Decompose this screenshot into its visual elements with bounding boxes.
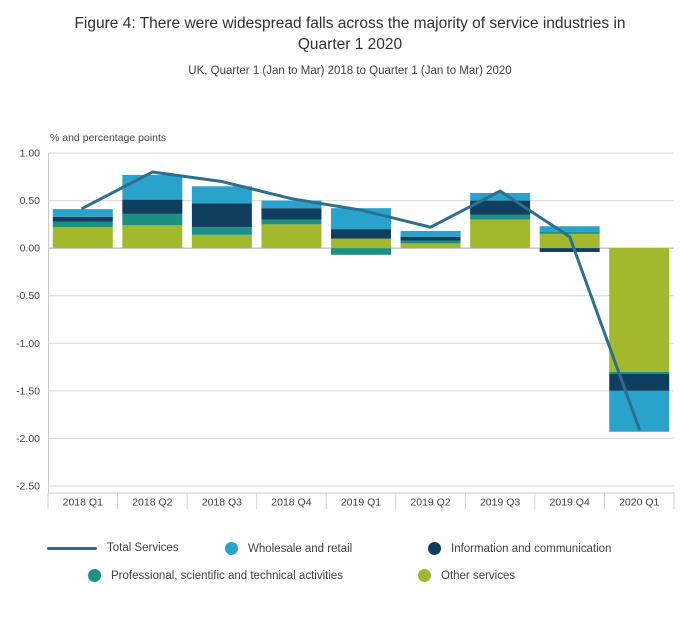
bar-segment-other (122, 225, 183, 249)
legend-item-professional-scientific: Professional, scientific and technical a… (88, 569, 343, 582)
bar-segment-professional (609, 371, 670, 374)
bar-segment-information (400, 236, 461, 241)
y-tick-label: -1.50 (16, 385, 40, 397)
y-tick-label: 0.00 (20, 243, 41, 255)
bar-segment-wholesale (122, 174, 183, 200)
other-services-dot-swatch (418, 569, 431, 582)
bar-segment-other (609, 248, 670, 372)
wholesale-retail-dot-swatch (225, 542, 238, 555)
bar-segment-information (609, 373, 670, 391)
bar-segment-professional (261, 219, 322, 225)
x-tick-label: 2019 Q1 (341, 497, 381, 509)
chart-subtitle: UK, Quarter 1 (Jan to Mar) 2018 to Quart… (188, 64, 512, 77)
bar-segment-professional (191, 227, 252, 235)
bar-segment-information (331, 229, 391, 239)
y-tick-label: 0.50 (20, 195, 41, 207)
legend-label-other-services: Other services (441, 569, 516, 582)
bar-segment-information (470, 200, 531, 215)
x-tick-label: 2018 Q1 (63, 497, 103, 509)
legend-label-professional-scientific: Professional, scientific and technical a… (111, 569, 344, 582)
x-tick-label: 2019 Q2 (410, 497, 450, 509)
bar-segment-other (261, 224, 322, 249)
bar-segment-professional (331, 248, 391, 255)
bar-segment-professional (470, 214, 531, 220)
bar-segment-information (539, 248, 600, 252)
x-tick-label: 2018 Q4 (271, 497, 311, 509)
bar-segment-other (470, 219, 531, 249)
legend-item-total-services: Total Services (47, 542, 179, 554)
y-tick-label: -2.00 (16, 433, 40, 445)
legend-label-wholesale-retail: Wholesale and retail (248, 542, 353, 555)
y-tick-label: -2.50 (16, 481, 40, 493)
chart-plot: 1.00 0.50 0.00 -0.50 -1.00 -1.50 -2.00 -2.50 201… (16, 148, 675, 509)
bar-segment-information (191, 203, 252, 228)
bar-segment-wholesale (191, 186, 252, 204)
total-services-line (81, 170, 641, 431)
bar-segment-wholesale (400, 231, 461, 237)
x-tick-label: 2018 Q3 (202, 497, 242, 509)
bar-segment-wholesale (539, 226, 600, 232)
bar-segment-other (191, 234, 252, 249)
bar-segment-information (122, 199, 183, 214)
y-tick-label: -0.50 (16, 290, 40, 302)
bar-segment-other (400, 243, 461, 249)
y-tick-label: 1.00 (20, 148, 41, 160)
bar-segment-information (52, 216, 113, 222)
bar-segment-professional (400, 240, 461, 244)
bar-segment-professional (52, 221, 113, 228)
bar-segment-wholesale (52, 209, 113, 217)
bar-segment-wholesale (470, 192, 531, 201)
bar-segment-wholesale (261, 200, 322, 209)
bar-segment-other (331, 238, 391, 249)
legend-item-wholesale-retail: Wholesale and retail (225, 542, 352, 555)
legend-label-information-communication: Information and communication (451, 542, 612, 555)
legend-label-total-services: Total Services (107, 542, 179, 554)
legend-item-other-services: Other services (418, 569, 515, 582)
bar-segment-information (261, 208, 322, 220)
chart-title: Figure 4: There were widespread falls ac… (74, 15, 626, 53)
bar-segment-other (52, 227, 113, 249)
x-tick-label: 2018 Q2 (132, 497, 172, 509)
bar-segment-professional (539, 231, 600, 234)
information-communication-dot-swatch (428, 542, 441, 555)
total-services-line-swatch (47, 546, 97, 550)
x-tick-label: 2019 Q3 (480, 497, 520, 509)
x-tick-label: 2019 Q4 (550, 497, 590, 509)
y-axis-unit-label: % and percentage points (50, 132, 167, 144)
legend-item-information-communication: Information and communication (428, 542, 611, 555)
y-tick-label: -1.00 (16, 338, 40, 350)
x-tick-label: 2020 Q1 (619, 497, 659, 509)
professional-scientific-dot-swatch (88, 569, 101, 582)
bar-segment-professional (122, 213, 183, 226)
